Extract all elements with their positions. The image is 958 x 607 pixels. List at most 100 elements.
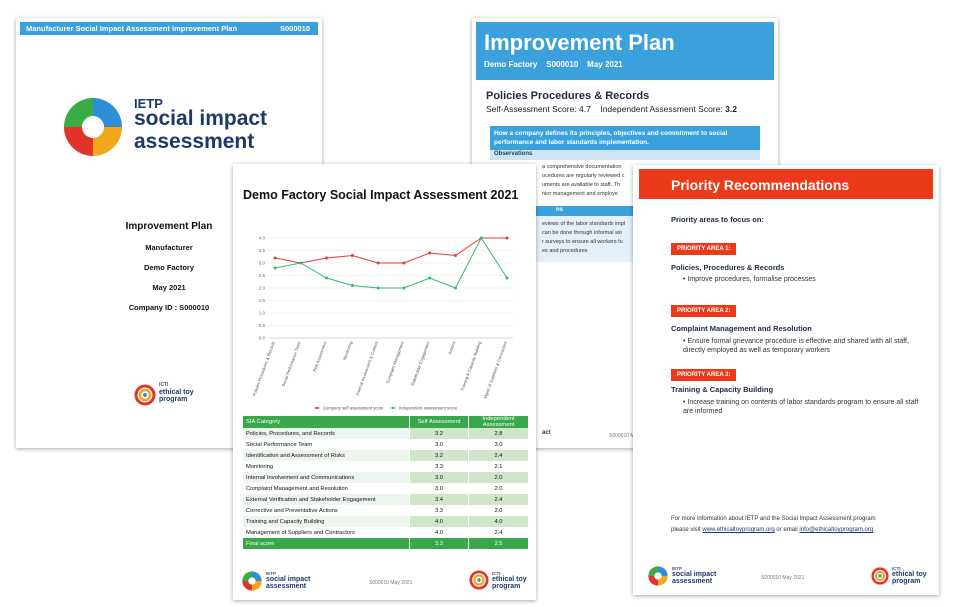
table-cell-category: Corrective and Preventative Actions [243, 505, 410, 516]
cover-role: Manufacturer [145, 243, 193, 252]
table-cell-self: 3.0 [409, 472, 469, 483]
more-info-line: For more information about IETP and the … [671, 516, 876, 522]
improvement-footer-logo: act [542, 430, 551, 436]
table-header-independent: Independent Assessment [468, 416, 529, 428]
priority-footer-id: S000010 May 2021 [761, 575, 805, 581]
website-link[interactable]: www.ethicaltoyprogram.org [702, 527, 775, 533]
table-row: Management of Suppliers and Contractors 4… [243, 527, 529, 538]
table-cell-self: 4.0 [409, 516, 469, 527]
icti-line-2: program [159, 396, 188, 403]
x-tick-label: Complaint Management [385, 340, 405, 384]
observations-header: Observations [490, 150, 760, 160]
recommendations-label: ns [556, 207, 564, 213]
icti-logo-icon [134, 384, 156, 406]
table-cell-independent: 2.4 [468, 450, 529, 461]
ietp-priority-line-1: social impact [672, 571, 717, 578]
icti-brand: ethical toy program [159, 389, 194, 403]
icti-priority-line-2: program [892, 578, 921, 585]
rec-line: can be done through informal wo [542, 230, 623, 236]
table-cell-self: 3.4 [409, 494, 469, 505]
email-link[interactable]: info@ethicaltoyprogram.org [799, 527, 874, 533]
x-tick-label: Mgmt of Suppliers & Contractors [483, 341, 508, 400]
ietp-footer-line-1: social impact [266, 576, 311, 583]
ietp-priority-line-2: assessment [672, 578, 713, 585]
priority-area-1-heading: Policies, Procedures & Records [671, 263, 785, 272]
improvement-subtitle: Demo Factory S000010 May 2021 [484, 60, 623, 69]
table-cell-category: Policies, Procedures, and Records [243, 428, 410, 439]
improvement-title: Improvement Plan [484, 30, 675, 55]
data-point-series-2 [479, 236, 483, 240]
data-point-series-2 [273, 266, 277, 270]
legend-marker-2 [391, 406, 395, 410]
priority-area-3-bullet: Increase training on contents of labor s… [683, 398, 923, 416]
rec-line: r surveys to ensure all workers fu [542, 239, 623, 245]
rec-line: es and procedures [542, 248, 588, 254]
data-point-series-1 [273, 256, 277, 260]
icti-footer-line-2: program [492, 583, 521, 590]
data-point-series-1 [505, 236, 509, 240]
priority-area-2-badge: PRIORITY AREA 2: [671, 305, 737, 317]
cover-header-title: Manufacturer Social Impact Assessment Im… [26, 24, 238, 33]
data-point-series-1 [453, 254, 457, 257]
brand-name: social impact assessment [134, 107, 267, 153]
data-point-series-2 [325, 276, 329, 280]
table-cell-independent: 3.0 [468, 439, 529, 450]
table-cell-independent: 2.1 [468, 461, 529, 472]
y-tick-label: 1.0 [259, 311, 266, 316]
ietp-hands-logo-icon [64, 98, 122, 156]
icti-footer-logo-icon [469, 570, 489, 590]
table-cell-independent: 2.0 [468, 483, 529, 494]
obs-line: nior management and employe [542, 191, 618, 197]
table-final-row: Final score 3.3 2.5 [243, 538, 529, 549]
table-row: Social Performance Team 3.0 3.0 [243, 439, 529, 450]
legend-marker-1 [315, 406, 319, 410]
ietp-footer-brand: social impact assessment [266, 576, 310, 590]
rec-line: eviews of the labor standards impl [542, 221, 626, 227]
chart-page-footer-id: S000010 May 2021 [369, 580, 413, 586]
table-cell-self: 3.3 [409, 461, 469, 472]
improvement-footer-id: S000010 M [609, 433, 635, 439]
y-tick-label: 3.0 [259, 261, 266, 266]
table-row: External Verification and Stakeholder En… [243, 494, 529, 505]
ietp-footer-line-2: assessment [266, 583, 307, 590]
data-point-series-2 [376, 286, 380, 290]
priority-area-2-bullet: Ensure formal grievance procedure is eff… [683, 337, 923, 355]
y-tick-label: 1.5 [259, 298, 266, 303]
ietp-priority-brand: social impact assessment [672, 571, 716, 585]
priority-recommendations-page: Priority Recommendations Priority areas … [633, 165, 939, 595]
table-cell-self: 4.0 [409, 527, 469, 538]
icti-label: ICTI [159, 382, 169, 388]
more-info-prefix: please visit [671, 527, 703, 533]
y-tick-label: 2.5 [259, 273, 266, 278]
table-cell-self: 3.2 [409, 450, 469, 461]
table-row: Corrective and Preventative Actions 3.3 2.… [243, 505, 529, 516]
x-tick-label: Internal Involvement & Comms [355, 341, 379, 397]
icti-priority-brand: ethical toy program [892, 571, 927, 585]
ietp-label: IETP [134, 96, 163, 111]
assessment-line-chart: 0.0 0.5 1.0 1.5 2.0 2.5 3.0 3.5 4.0 Policies Proc… [251, 236, 513, 411]
cover-plan-title: Improvement Plan [125, 221, 213, 232]
cover-date: May 2021 [152, 283, 186, 292]
table-cell-category: Complaint Management and Resolution [243, 483, 410, 494]
data-point-series-2 [428, 276, 432, 280]
table-header-row: SIA Category Self Assessment Independent… [243, 416, 529, 428]
table-cell-independent: 2.4 [468, 527, 529, 538]
data-point-series-2 [402, 286, 406, 290]
priority-area-1-badge: PRIORITY AREA 1: [671, 243, 737, 255]
data-point-series-1 [376, 261, 380, 265]
priority-intro: Priority areas to focus on: [671, 215, 764, 224]
more-info-mid: or email [774, 527, 800, 533]
data-point-series-1 [350, 254, 354, 257]
data-point-series-1 [428, 251, 432, 255]
y-tick-label: 0.0 [259, 336, 266, 341]
table-cell-category: Monitoring [243, 461, 410, 472]
table-header-self: Self Assessment [409, 416, 469, 428]
table-cell-independent: 2.8 [468, 428, 529, 439]
obs-line: ocedures are regularly reviewed c [542, 173, 625, 179]
legend-label-2: Independent assessment score [399, 406, 458, 411]
definition-box: How a company defines its principles, ob… [490, 126, 760, 150]
data-point-series-2 [453, 286, 457, 290]
table-cell-self: 3.0 [409, 439, 469, 450]
icti-footer-label: ICTI [492, 571, 501, 576]
x-tick-label: Training & Capacity Building [460, 340, 483, 392]
